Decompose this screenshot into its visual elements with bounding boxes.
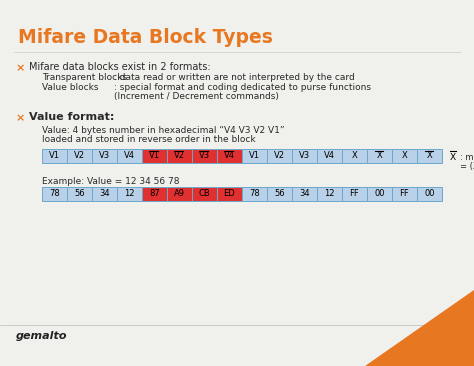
- Text: : means complement of X: : means complement of X: [460, 153, 474, 162]
- Bar: [192, 187, 217, 201]
- Text: V3: V3: [199, 152, 210, 161]
- Text: FF: FF: [350, 190, 359, 198]
- Text: 56: 56: [274, 190, 285, 198]
- Text: FF: FF: [400, 190, 410, 198]
- Text: ×: ×: [16, 63, 26, 73]
- Bar: [67, 187, 92, 201]
- Bar: [267, 149, 292, 163]
- Bar: [117, 187, 142, 201]
- Text: V1: V1: [249, 152, 260, 161]
- Bar: [392, 149, 417, 163]
- Text: (Increment / Decrement commands): (Increment / Decrement commands): [114, 92, 279, 101]
- Text: 12: 12: [324, 190, 335, 198]
- Bar: [242, 149, 267, 163]
- Bar: [167, 149, 192, 163]
- Text: X: X: [377, 152, 383, 161]
- Bar: [142, 149, 167, 163]
- Text: gemalto: gemalto: [16, 331, 67, 341]
- Bar: [92, 187, 117, 201]
- Text: V1: V1: [149, 152, 160, 161]
- Text: V4: V4: [224, 152, 235, 161]
- Text: : data read or written are not interpreted by the card: : data read or written are not interpret…: [114, 73, 355, 82]
- Bar: [267, 187, 292, 201]
- Bar: [67, 149, 92, 163]
- Text: V3: V3: [99, 152, 110, 161]
- Text: V2: V2: [74, 152, 85, 161]
- Bar: [317, 149, 342, 163]
- Bar: [317, 187, 342, 201]
- Text: ×: ×: [16, 113, 26, 123]
- Bar: [192, 149, 217, 163]
- Polygon shape: [365, 290, 474, 366]
- Bar: [417, 187, 442, 201]
- Text: Value: 4 bytes number in hexadecimal “V4 V3 V2 V1”: Value: 4 bytes number in hexadecimal “V4…: [42, 126, 284, 135]
- Bar: [167, 187, 192, 201]
- Bar: [367, 149, 392, 163]
- Text: X: X: [427, 152, 432, 161]
- Bar: [217, 187, 242, 201]
- Text: V3: V3: [299, 152, 310, 161]
- Bar: [392, 187, 417, 201]
- Text: Value format:: Value format:: [29, 112, 114, 122]
- Bar: [367, 187, 392, 201]
- Text: 00: 00: [374, 190, 385, 198]
- Bar: [142, 187, 167, 201]
- Text: 78: 78: [49, 190, 60, 198]
- Bar: [417, 149, 442, 163]
- Text: : special format and coding dedicated to purse functions: : special format and coding dedicated to…: [114, 83, 371, 92]
- Text: = (X Xor  FF): = (X Xor FF): [460, 162, 474, 171]
- Text: ED: ED: [224, 190, 236, 198]
- Text: 87: 87: [149, 190, 160, 198]
- Text: 34: 34: [99, 190, 110, 198]
- Text: X: X: [401, 152, 407, 161]
- Text: Example: Value = 12 34 56 78: Example: Value = 12 34 56 78: [42, 177, 180, 186]
- Bar: [117, 149, 142, 163]
- Bar: [342, 187, 367, 201]
- Bar: [242, 187, 267, 201]
- Text: V2: V2: [274, 152, 285, 161]
- Text: V1: V1: [49, 152, 60, 161]
- Text: loaded and stored in reverse order in the block: loaded and stored in reverse order in th…: [42, 135, 255, 144]
- Bar: [42, 149, 67, 163]
- Text: Transparent blocks: Transparent blocks: [42, 73, 127, 82]
- Bar: [42, 187, 67, 201]
- Text: 56: 56: [74, 190, 85, 198]
- Text: X: X: [352, 152, 357, 161]
- Text: X: X: [450, 153, 456, 162]
- Text: V4: V4: [124, 152, 135, 161]
- Text: CB: CB: [199, 190, 210, 198]
- Text: ·: ·: [58, 330, 61, 340]
- Text: Value blocks: Value blocks: [42, 83, 99, 92]
- Bar: [292, 187, 317, 201]
- Text: V4: V4: [324, 152, 335, 161]
- Text: 78: 78: [249, 190, 260, 198]
- Text: 34: 34: [299, 190, 310, 198]
- Text: V2: V2: [174, 152, 185, 161]
- Bar: [217, 149, 242, 163]
- Bar: [292, 149, 317, 163]
- Bar: [342, 149, 367, 163]
- Bar: [92, 149, 117, 163]
- Text: 12: 12: [124, 190, 135, 198]
- Text: A9: A9: [174, 190, 185, 198]
- Text: 00: 00: [424, 190, 435, 198]
- Text: Mifare data blocks exist in 2 formats:: Mifare data blocks exist in 2 formats:: [29, 62, 210, 72]
- Text: Mifare Data Block Types: Mifare Data Block Types: [18, 28, 273, 47]
